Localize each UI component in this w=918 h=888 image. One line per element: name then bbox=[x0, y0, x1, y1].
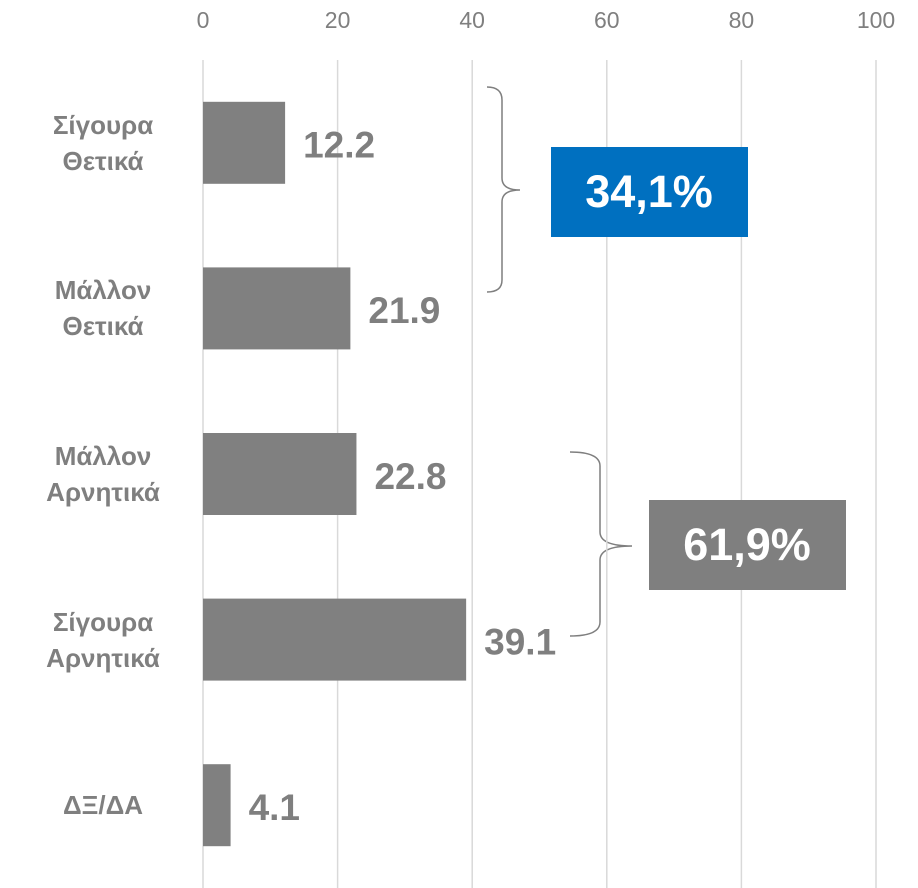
data-label: 39.1 bbox=[484, 621, 556, 662]
x-tick-label: 80 bbox=[729, 7, 755, 33]
y-tick-label: Μάλλον Αρνητικά bbox=[46, 441, 160, 507]
bar bbox=[203, 433, 357, 515]
x-tick-label: 60 bbox=[594, 7, 620, 33]
bar bbox=[203, 764, 231, 847]
data-label: 12.2 bbox=[303, 125, 375, 166]
bar bbox=[203, 598, 467, 681]
bracket bbox=[569, 451, 633, 637]
annotation: 34,1% bbox=[585, 166, 713, 217]
x-tick-label: 40 bbox=[459, 7, 485, 33]
y-tick-label: Σίγουρα Αρνητικά bbox=[46, 606, 160, 673]
x-tick-label: 100 bbox=[857, 7, 895, 33]
x-tick-label: 20 bbox=[325, 7, 351, 33]
bar bbox=[203, 267, 351, 350]
y-tick-label: Μάλλον Θετικά bbox=[54, 275, 152, 342]
data-label: 21.9 bbox=[368, 290, 440, 331]
bracket bbox=[486, 86, 521, 293]
y-tick-label: ΔΞ/ΔΑ bbox=[62, 790, 144, 821]
annotation: 61,9% bbox=[683, 519, 811, 570]
x-tick-label: 0 bbox=[197, 7, 210, 33]
data-label: 4.1 bbox=[249, 787, 300, 828]
bar bbox=[203, 101, 286, 184]
y-tick-label: Σίγουρα Θετικά bbox=[52, 109, 154, 176]
data-label: 22.8 bbox=[374, 456, 446, 497]
annotation-box bbox=[649, 500, 846, 590]
annotation-box bbox=[551, 147, 748, 237]
